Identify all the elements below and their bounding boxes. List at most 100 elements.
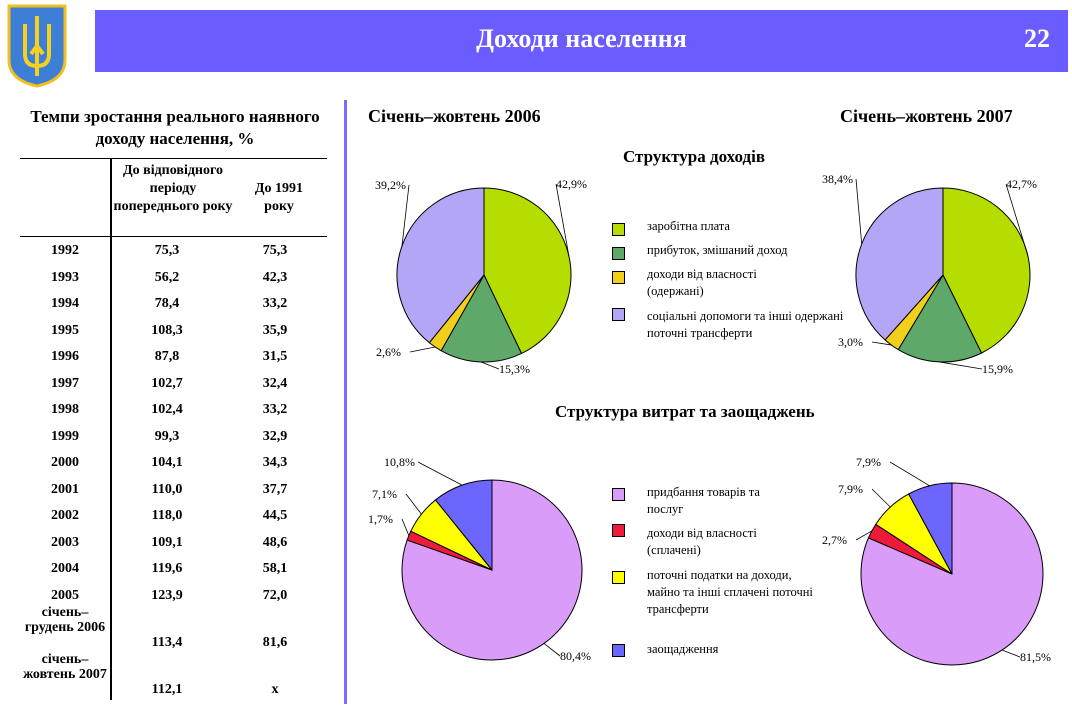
leader-line xyxy=(871,488,891,508)
leader-line xyxy=(1005,183,1029,256)
leader-line xyxy=(855,530,873,541)
data-label: 81,5% xyxy=(1020,650,1051,664)
data-label: 80,4% xyxy=(560,649,591,663)
legend-swatch xyxy=(612,524,625,537)
row-label: 2005 xyxy=(51,588,79,603)
cell-value: 108,3 xyxy=(151,323,183,338)
data-label: 1,7% xyxy=(368,512,393,526)
row-label: 2002 xyxy=(51,508,79,523)
legend-swatch xyxy=(612,644,625,657)
divider xyxy=(344,100,347,704)
table-header-rule xyxy=(20,236,327,237)
data-label: 7,1% xyxy=(372,487,397,501)
cell-value: 87,8 xyxy=(154,349,180,364)
legend-swatch xyxy=(612,488,625,501)
cell-value: 75,3 xyxy=(262,243,288,258)
leader-line xyxy=(401,518,410,536)
pie-slice xyxy=(434,479,493,572)
data-label: 42,9% xyxy=(556,177,587,191)
leader-line xyxy=(417,461,463,486)
column-header: До відповідного періоду попереднього рок… xyxy=(113,163,233,214)
cell-value: 72,0 xyxy=(262,588,288,603)
pie-slice xyxy=(855,187,944,341)
row-label: 1995 xyxy=(51,323,79,338)
cell-value: 35,9 xyxy=(262,323,288,338)
legend-swatch xyxy=(612,223,625,236)
legend-item: придбання товарів та послуг xyxy=(647,485,760,516)
cell-value: 81,6 xyxy=(262,635,288,650)
cell-value: 33,2 xyxy=(262,402,288,417)
data-label: 38,4% xyxy=(822,172,853,186)
cell-value: 99,3 xyxy=(154,429,180,444)
cell-value: 109,1 xyxy=(151,535,183,550)
legend-item: заощадження xyxy=(647,642,719,656)
leader-line xyxy=(871,341,892,346)
legend-item: доходи від власності (сплачені) xyxy=(647,526,757,557)
cell-value: 123,9 xyxy=(151,588,183,603)
data-label: 2,6% xyxy=(376,345,401,359)
row-label: січень–грудень 2006 xyxy=(24,605,106,635)
leader-line xyxy=(480,361,500,370)
table-title: Темпи зростання реального наявного доход… xyxy=(30,107,320,148)
title-banner: Доходи населення 22 xyxy=(95,10,1068,72)
cell-value: 118,0 xyxy=(151,508,183,523)
period-2006: Січень–жовтень 2006 xyxy=(368,106,541,126)
legend-item: соціальні допомоги та інші одержані пото… xyxy=(647,309,844,340)
cell-value: 48,6 xyxy=(262,535,288,550)
data-label: 10,8% xyxy=(384,455,415,469)
cell-value: 112,1 xyxy=(151,682,183,697)
column-header: До 1991 року xyxy=(254,181,304,214)
legend-swatch xyxy=(612,571,625,584)
cell-value: 78,4 xyxy=(154,296,180,311)
leader-line xyxy=(543,643,561,657)
cell-value: 104,1 xyxy=(151,455,183,470)
cell-value: 102,7 xyxy=(151,376,183,391)
data-label: 39,2% xyxy=(375,178,406,192)
leader-line xyxy=(889,461,930,487)
legend-swatch xyxy=(612,247,625,260)
legend-item: заробітна плата xyxy=(647,219,730,233)
pie-slice xyxy=(440,273,523,363)
leader-line xyxy=(409,346,436,353)
row-label: 2004 xyxy=(51,561,79,576)
row-label: 1998 xyxy=(51,402,79,417)
cell-value: 31,5 xyxy=(262,349,288,364)
cell-value: 34,3 xyxy=(262,455,288,470)
cell-value: 58,1 xyxy=(262,561,288,576)
legend-item: поточні податки на доходи, майно та інші… xyxy=(647,568,813,616)
data-label: 7,9% xyxy=(838,482,863,496)
cell-value: 75,3 xyxy=(154,243,180,258)
cell-value: 119,6 xyxy=(151,561,183,576)
row-label: 2001 xyxy=(51,482,79,497)
row-label: 1997 xyxy=(51,376,79,391)
page-title: Доходи населення xyxy=(476,24,687,53)
cell-value: 42,3 xyxy=(262,270,288,285)
row-label: січень–жовтень 2007 xyxy=(23,652,107,682)
row-label: 1996 xyxy=(51,349,79,364)
row-label: 1992 xyxy=(51,243,79,258)
cell-value: 37,7 xyxy=(262,482,288,497)
table-column-rule xyxy=(110,158,112,700)
data-label: 7,9% xyxy=(856,455,881,469)
row-label: 2000 xyxy=(51,455,79,470)
table-top-rule xyxy=(20,158,327,159)
data-label: 2,7% xyxy=(822,533,847,547)
leader-line xyxy=(405,493,422,515)
leader-line xyxy=(855,178,863,245)
cell-value: 32,9 xyxy=(262,429,288,444)
data-label: 15,9% xyxy=(982,362,1013,376)
cell-value: 44,5 xyxy=(262,508,288,523)
coat-of-arms-icon xyxy=(7,4,67,88)
row-label: 1999 xyxy=(51,429,79,444)
legend-item: доходи від власності (одержані) xyxy=(647,267,757,298)
cell-value: 113,4 xyxy=(151,635,183,650)
expense-structure-title: Структура витрат та заощаджень xyxy=(555,402,815,421)
cell-value: 32,4 xyxy=(262,376,288,391)
legend-swatch xyxy=(612,271,625,284)
row-label: 2003 xyxy=(51,535,79,550)
leader-line xyxy=(401,184,410,247)
leader-line xyxy=(1001,649,1021,658)
row-label: 1994 xyxy=(51,296,79,311)
